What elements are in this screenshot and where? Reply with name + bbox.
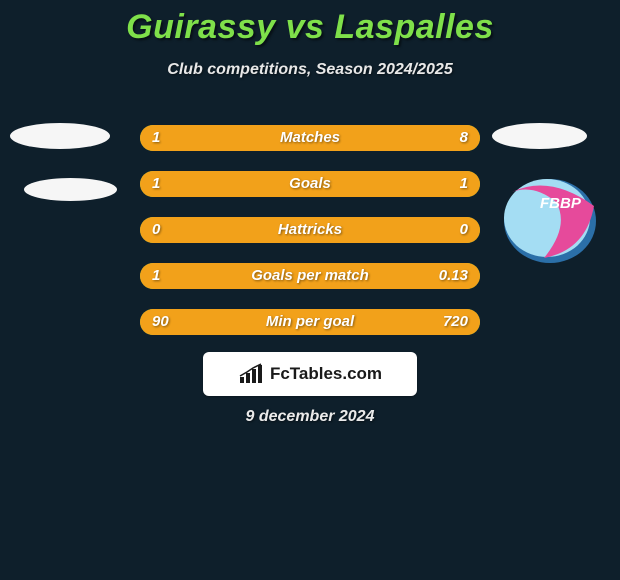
- stat-right-value: 0.13: [439, 263, 468, 289]
- stat-right-value: 8: [460, 125, 468, 151]
- left-player-ellipse-1: [10, 123, 110, 149]
- stat-label: Goals: [140, 171, 480, 197]
- stat-label: Goals per match: [140, 263, 480, 289]
- stat-label: Hattricks: [140, 217, 480, 243]
- stat-row-goals: 1 Goals 1: [140, 171, 480, 197]
- stat-label: Min per goal: [140, 309, 480, 335]
- infographic-date: 9 december 2024: [0, 408, 620, 426]
- stat-right-value: 720: [443, 309, 468, 335]
- right-player-ellipse-1: [492, 123, 587, 149]
- page-title: Guirassy vs Laspalles: [0, 0, 620, 47]
- stat-right-value: 0: [460, 217, 468, 243]
- stat-row-hattricks: 0 Hattricks 0: [140, 217, 480, 243]
- fctables-text: FcTables.com: [270, 364, 382, 384]
- bar-chart-icon: [238, 363, 264, 385]
- stat-row-goals-per-match: 1 Goals per match 0.13: [140, 263, 480, 289]
- stat-rows: 1 Matches 8 1 Goals 1 0 Hattricks 0 1 Go…: [140, 125, 480, 355]
- stat-right-value: 1: [460, 171, 468, 197]
- infographic-root: Guirassy vs Laspalles Club competitions,…: [0, 0, 620, 580]
- page-subtitle: Club competitions, Season 2024/2025: [0, 61, 620, 79]
- fctables-logo: FcTables.com: [203, 352, 417, 396]
- club-badge-text: FBBP: [540, 195, 582, 212]
- stat-row-min-per-goal: 90 Min per goal 720: [140, 309, 480, 335]
- right-club-badge: FBBP: [500, 178, 600, 264]
- stat-label: Matches: [140, 125, 480, 151]
- left-player-ellipse-2: [24, 178, 117, 201]
- stat-row-matches: 1 Matches 8: [140, 125, 480, 151]
